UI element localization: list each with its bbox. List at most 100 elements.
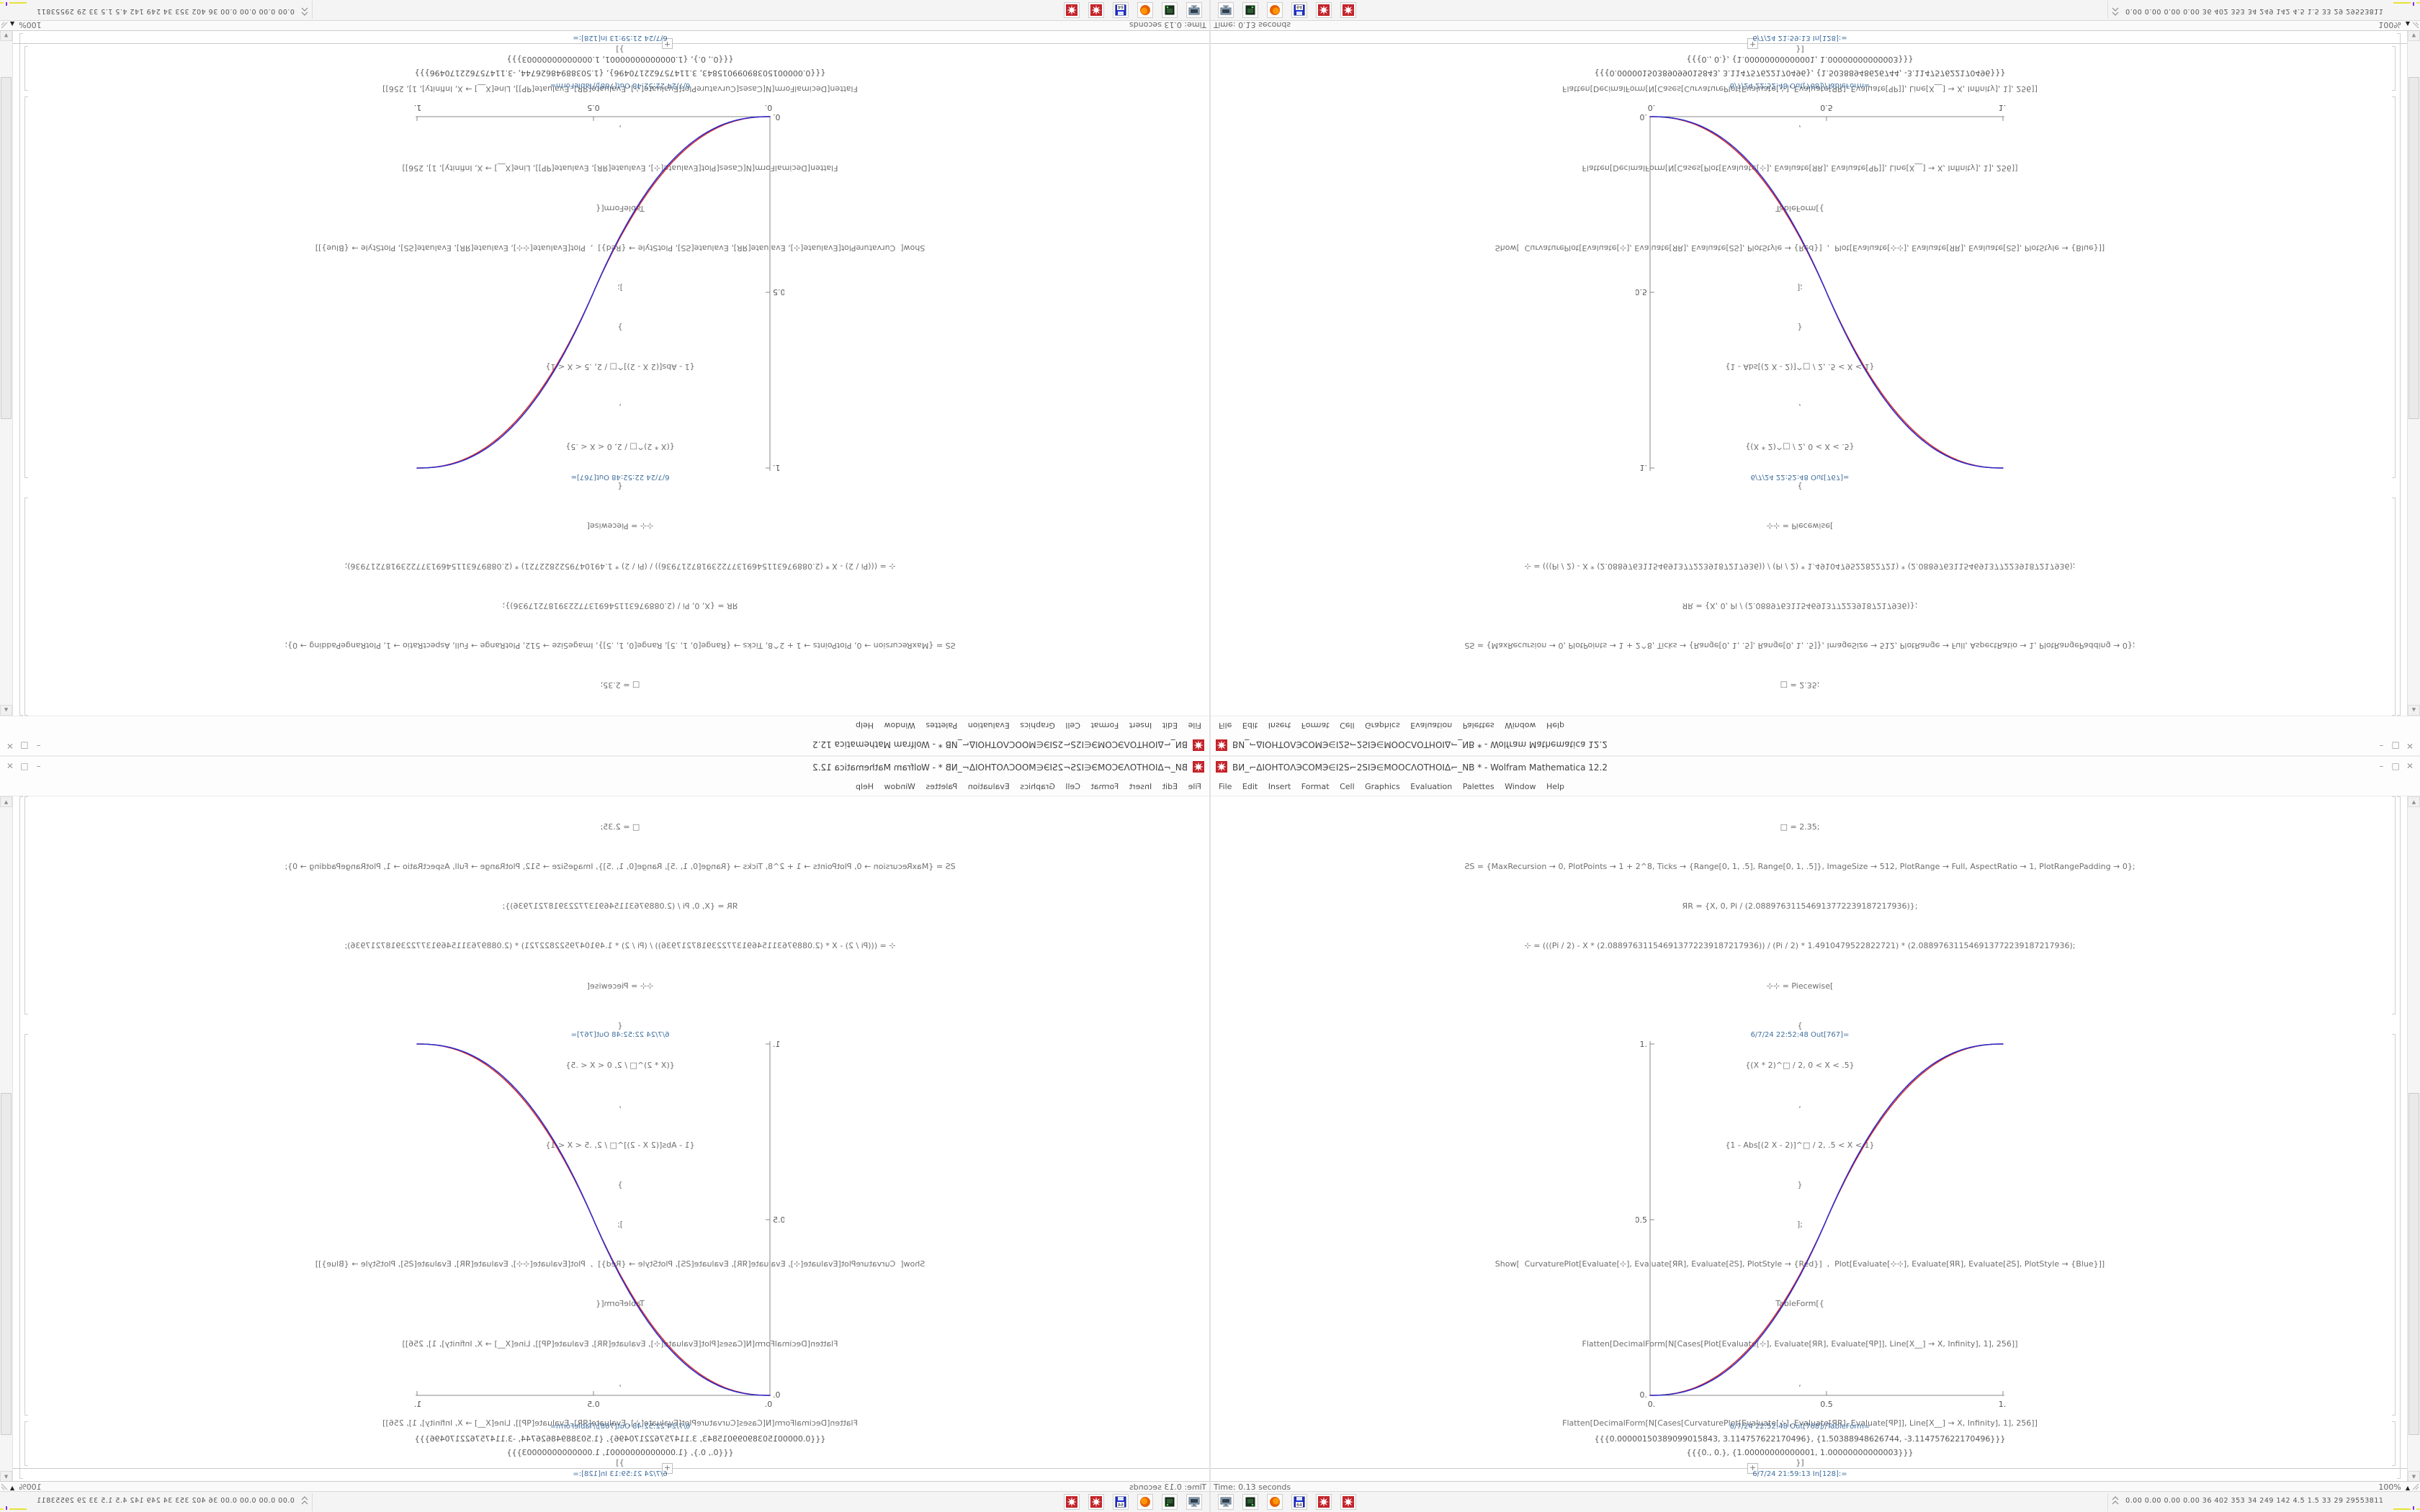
- vertical-scrollbar[interactable]: ▲ ▼: [0, 796, 13, 1482]
- close-button[interactable]: ✕: [6, 741, 14, 751]
- menu-cell[interactable]: Cell: [1065, 721, 1080, 730]
- code-line[interactable]: ,: [1798, 1100, 1801, 1110]
- floppy-64-app-button[interactable]: 64: [1291, 2, 1308, 18]
- menu-format[interactable]: Format: [1090, 721, 1119, 730]
- cell-bracket-output-table[interactable]: [24, 46, 28, 91]
- scroll-up-arrow-icon[interactable]: ▲: [0, 796, 12, 807]
- code-line[interactable]: ⊹ = (((Pi / 2) - X * (2.0889763115469137…: [344, 561, 896, 571]
- cell-bracket-output-table[interactable]: [2392, 46, 2396, 91]
- input-cell[interactable]: □ = 2.35; ƧS = {MaxRecursion → 0, PlotPo…: [1211, 794, 2389, 1497]
- code-line[interactable]: ƧS = {MaxRecursion → 0, PlotPoints → 1 +…: [284, 640, 956, 650]
- vertical-scrollbar[interactable]: ▲ ▼: [2407, 796, 2420, 1482]
- firefox-app-button[interactable]: [1137, 2, 1153, 18]
- drive-app-button[interactable]: [1161, 2, 1178, 18]
- mathematica-app-button[interactable]: [1063, 2, 1080, 18]
- menu-edit[interactable]: Edit: [1162, 782, 1178, 791]
- scroll-up-arrow-icon[interactable]: ▲: [0, 705, 12, 716]
- menu-help[interactable]: Help: [1546, 721, 1565, 730]
- menu-window[interactable]: Window: [1505, 782, 1536, 791]
- code-line[interactable]: ⊹⊹ = Piecewise[: [1766, 521, 1834, 531]
- code-line[interactable]: }]: [1796, 44, 1804, 54]
- menu-graphics[interactable]: Graphics: [1365, 782, 1400, 791]
- cell-bracket-output-plot[interactable]: [2392, 96, 2396, 478]
- scroll-down-arrow-icon[interactable]: ▼: [2408, 30, 2420, 41]
- cell-bracket-group[interactable]: [2397, 33, 2401, 716]
- floppy-64-app-button[interactable]: 64: [1112, 2, 1129, 18]
- close-button[interactable]: ✕: [2406, 761, 2414, 771]
- cell-insertion-line[interactable]: [1211, 43, 2408, 44]
- cell-bracket-input[interactable]: [24, 498, 28, 716]
- code-line[interactable]: ⊹⊹ = Piecewise[: [586, 521, 654, 531]
- floppy-64-app-button[interactable]: 64: [1291, 1494, 1308, 1510]
- resize-grip-icon[interactable]: [1, 1483, 8, 1493]
- code-line[interactable]: {1 - Abs[(2 X - 2)]^□ / 2, .5 < X < 1}: [1725, 1140, 1875, 1150]
- code-line[interactable]: ƧS = {MaxRecursion → 0, PlotPoints → 1 +…: [1464, 862, 2136, 872]
- zoom-level[interactable]: 100%: [2378, 1482, 2401, 1492]
- drive-app-button[interactable]: [1242, 1494, 1259, 1510]
- floppy-64-app-button[interactable]: 64: [1112, 1494, 1129, 1510]
- minimize-button[interactable]: –: [36, 761, 41, 771]
- scroll-up-arrow-icon[interactable]: ▲: [2408, 705, 2420, 716]
- menu-evaluation[interactable]: Evaluation: [967, 782, 1010, 791]
- scrollbar-thumb[interactable]: [2408, 77, 2419, 419]
- code-line[interactable]: ЯR = {X, 0, Pi / (2.08897631154691377223…: [502, 600, 738, 611]
- code-line[interactable]: Show[ CurvaturePlot[Evaluate[⊹], Evaluat…: [1494, 1259, 2105, 1269]
- zoom-level[interactable]: 100%: [2378, 20, 2401, 30]
- menu-cell[interactable]: Cell: [1340, 721, 1355, 730]
- notebook-content[interactable]: □ = 2.35; ƧS = {MaxRecursion → 0, PlotPo…: [12, 796, 1209, 1482]
- menu-insert[interactable]: Insert: [1268, 782, 1291, 791]
- maximize-button[interactable]: □: [2391, 761, 2400, 771]
- tray-expand-chevron-icon[interactable]: [2112, 1494, 2119, 1508]
- vertical-scrollbar[interactable]: ▲ ▼: [2407, 30, 2420, 716]
- monitor-app-button[interactable]: [1186, 2, 1202, 18]
- mathematica-app-button[interactable]: [1063, 1494, 1080, 1510]
- code-line[interactable]: }: [1797, 1179, 1803, 1189]
- notebook-content[interactable]: □ = 2.35; ƧS = {MaxRecursion → 0, PlotPo…: [1211, 796, 2408, 1482]
- menu-format[interactable]: Format: [1090, 782, 1119, 791]
- menu-evaluation[interactable]: Evaluation: [1410, 721, 1453, 730]
- mathematica-app-button[interactable]: [1316, 2, 1332, 18]
- cell-bracket-output-plot[interactable]: [24, 1034, 28, 1416]
- maximize-button[interactable]: □: [20, 761, 29, 771]
- close-button[interactable]: ✕: [2406, 741, 2414, 751]
- code-line[interactable]: TableForm[{: [1775, 1299, 1824, 1309]
- menu-help[interactable]: Help: [1546, 782, 1565, 791]
- resize-grip-icon[interactable]: [2412, 1483, 2419, 1493]
- code-line[interactable]: ⊹ = (((Pi / 2) - X * (2.0889763115469137…: [344, 941, 896, 951]
- cell-insertion-line[interactable]: [12, 43, 1209, 44]
- code-line[interactable]: Flatten[DecimalForm[N[Cases[Plot[Evaluat…: [1582, 1338, 2018, 1349]
- code-line[interactable]: ⊹⊹ = Piecewise[: [1766, 981, 1834, 991]
- code-line[interactable]: ⊹ = (((Pi / 2) - X * (2.0889763115469137…: [1524, 941, 2076, 951]
- notebook-content[interactable]: □ = 2.35; ƧS = {MaxRecursion → 0, PlotPo…: [1211, 30, 2408, 716]
- menu-window[interactable]: Window: [884, 721, 915, 730]
- menu-window[interactable]: Window: [884, 782, 915, 791]
- menu-cell[interactable]: Cell: [1065, 782, 1080, 791]
- minimize-button[interactable]: –: [36, 741, 41, 751]
- zoom-control[interactable]: 100% ▲: [10, 20, 42, 30]
- maximize-button[interactable]: □: [2391, 741, 2400, 751]
- minimize-button[interactable]: –: [2379, 741, 2384, 751]
- code-line[interactable]: ⊹ = (((Pi / 2) - X * (2.0889763115469137…: [1524, 561, 2076, 571]
- code-line[interactable]: ЯR = {X, 0, Pi / (2.08897631154691377223…: [1682, 600, 1918, 611]
- menu-evaluation[interactable]: Evaluation: [967, 721, 1010, 730]
- code-line[interactable]: ƧS = {MaxRecursion → 0, PlotPoints → 1 +…: [1464, 640, 2136, 650]
- vertical-scrollbar[interactable]: ▲ ▼: [0, 30, 13, 716]
- code-line[interactable]: {: [1797, 482, 1803, 492]
- zoom-control[interactable]: 100% ▲: [2378, 20, 2410, 30]
- notebook-content[interactable]: □ = 2.35; ƧS = {MaxRecursion → 0, PlotPo…: [12, 30, 1209, 716]
- mathematica-app-button[interactable]: [1316, 1494, 1332, 1510]
- cell-bracket-output-table[interactable]: [2392, 1421, 2396, 1466]
- menu-palettes[interactable]: Palettes: [1462, 782, 1494, 791]
- menu-graphics[interactable]: Graphics: [1365, 721, 1400, 730]
- menu-palettes[interactable]: Palettes: [926, 721, 958, 730]
- menu-cell[interactable]: Cell: [1340, 782, 1355, 791]
- cell-bracket-group[interactable]: [2397, 796, 2401, 1479]
- scroll-down-arrow-icon[interactable]: ▼: [0, 30, 12, 41]
- firefox-app-button[interactable]: [1137, 1494, 1153, 1510]
- zoom-control[interactable]: 100% ▲: [2378, 1482, 2410, 1492]
- scroll-down-arrow-icon[interactable]: ▼: [0, 1471, 12, 1482]
- title-bar[interactable]: ВИ_⌐ΔIOHTOΛЭCOMЭ∈I2S⌐2SIЭ∈MOOCΛOTHOIΔ⌐_N…: [0, 734, 1209, 755]
- maximize-button[interactable]: □: [20, 741, 29, 751]
- cell-insertion-line[interactable]: [1211, 1468, 2408, 1469]
- scroll-down-arrow-icon[interactable]: ▼: [2408, 1471, 2420, 1482]
